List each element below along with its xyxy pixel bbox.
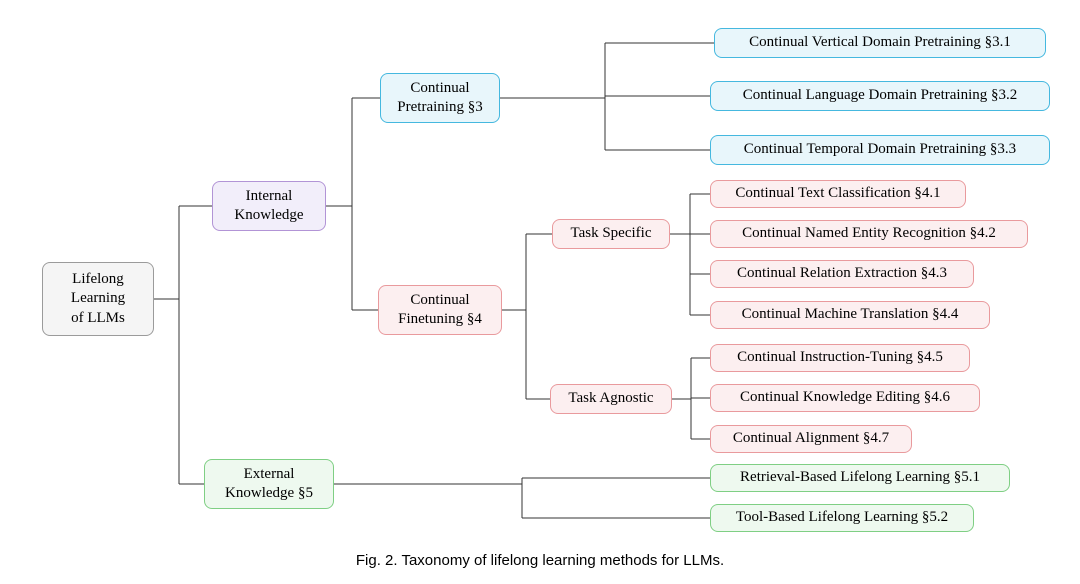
- node-taskagnostic: Task Agnostic: [550, 384, 672, 414]
- node-retrieval: Retrieval-Based Lifelong Learning §5.1: [710, 464, 1010, 492]
- node-pretraining: ContinualPretraining §3: [380, 73, 500, 123]
- node-cmt: Continual Machine Translation §4.4: [710, 301, 990, 329]
- node-root: LifelongLearningof LLMs: [42, 262, 154, 336]
- node-cner: Continual Named Entity Recognition §4.2: [710, 220, 1028, 248]
- node-cldp: Continual Language Domain Pretraining §3…: [710, 81, 1050, 111]
- node-ctc: Continual Text Classification §4.1: [710, 180, 966, 208]
- node-internal: InternalKnowledge: [212, 181, 326, 231]
- node-ctdp: Continual Temporal Domain Pretraining §3…: [710, 135, 1050, 165]
- node-cke: Continual Knowledge Editing §4.6: [710, 384, 980, 412]
- figure-caption: Fig. 2. Taxonomy of lifelong learning me…: [0, 552, 1080, 569]
- node-cvdp: Continual Vertical Domain Pretraining §3…: [714, 28, 1046, 58]
- node-taskspecific: Task Specific: [552, 219, 670, 249]
- node-cre: Continual Relation Extraction §4.3: [710, 260, 974, 288]
- node-toolbased: Tool-Based Lifelong Learning §5.2: [710, 504, 974, 532]
- node-calign: Continual Alignment §4.7: [710, 425, 912, 453]
- node-finetuning: ContinualFinetuning §4: [378, 285, 502, 335]
- node-cit: Continual Instruction-Tuning §4.5: [710, 344, 970, 372]
- node-external: ExternalKnowledge §5: [204, 459, 334, 509]
